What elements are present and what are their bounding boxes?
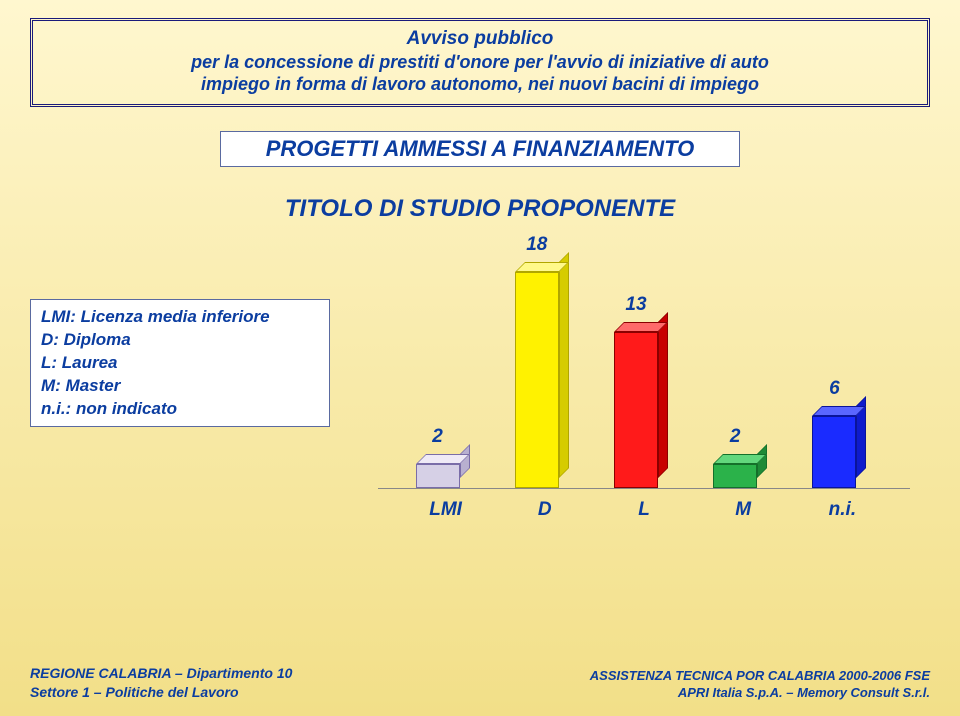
bar-side <box>559 252 569 478</box>
legend-line: LMI: Licenza media inferiore <box>41 306 319 329</box>
legend-box: LMI: Licenza media inferiore D: Diploma … <box>30 299 330 428</box>
bar-top <box>515 262 569 272</box>
header-box: Avviso pubblico per la concessione di pr… <box>30 18 930 107</box>
plot-area: 2181326 <box>378 249 910 489</box>
footer-right-1: ASSISTENZA TECNICA POR CALABRIA 2000-200… <box>590 667 930 685</box>
bar-value-label: 13 <box>606 294 666 316</box>
x-axis-label: L <box>614 499 674 521</box>
footer-left-1: REGIONE CALABRIA – Dipartimento 10 <box>30 664 292 683</box>
body-row: LMI: Licenza media inferiore D: Diploma … <box>30 249 930 549</box>
bar-value-label: 2 <box>705 426 765 448</box>
header-title: Avviso pubblico <box>51 27 909 51</box>
bar-side <box>658 312 668 478</box>
bar-chart: 2181326 LMIDLMn.i. <box>338 249 930 549</box>
bar-top <box>416 454 470 464</box>
footer-right-2: APRI Italia S.p.A. – Memory Consult S.r.… <box>590 684 930 702</box>
bar-front <box>713 464 757 488</box>
x-axis-label: LMI <box>416 499 476 521</box>
footer-right: ASSISTENZA TECNICA POR CALABRIA 2000-200… <box>590 667 930 702</box>
bar-front <box>614 332 658 488</box>
footer: REGIONE CALABRIA – Dipartimento 10 Setto… <box>30 664 930 702</box>
x-axis-label: M <box>713 499 773 521</box>
bar-value-label: 6 <box>804 378 864 400</box>
header-line1: per la concessione di prestiti d'onore p… <box>51 51 909 74</box>
footer-left-2: Settore 1 – Politiche del Lavoro <box>30 683 292 702</box>
chart-title: TITOLO DI STUDIO PROPONENTE <box>30 195 930 223</box>
slide: Avviso pubblico per la concessione di pr… <box>0 0 960 716</box>
legend-line: n.i.: non indicato <box>41 398 319 421</box>
bar-value-label: 2 <box>408 426 468 448</box>
legend-line: D: Diploma <box>41 329 319 352</box>
x-axis-label: n.i. <box>812 499 872 521</box>
x-axis-labels: LMI D L Mn.i. <box>378 499 910 529</box>
footer-left: REGIONE CALABRIA – Dipartimento 10 Setto… <box>30 664 292 702</box>
bar-front <box>515 272 559 488</box>
x-axis-label: D <box>515 499 575 521</box>
bar-value-label: 18 <box>507 234 567 256</box>
legend-line: M: Master <box>41 375 319 398</box>
subtitle-box: PROGETTI AMMESSI A FINANZIAMENTO <box>220 131 740 167</box>
bar-front <box>812 416 856 488</box>
legend-line: L: Laurea <box>41 352 319 375</box>
header-line2: impiego in forma di lavoro autonomo, nei… <box>51 73 909 96</box>
bar-front <box>416 464 460 488</box>
